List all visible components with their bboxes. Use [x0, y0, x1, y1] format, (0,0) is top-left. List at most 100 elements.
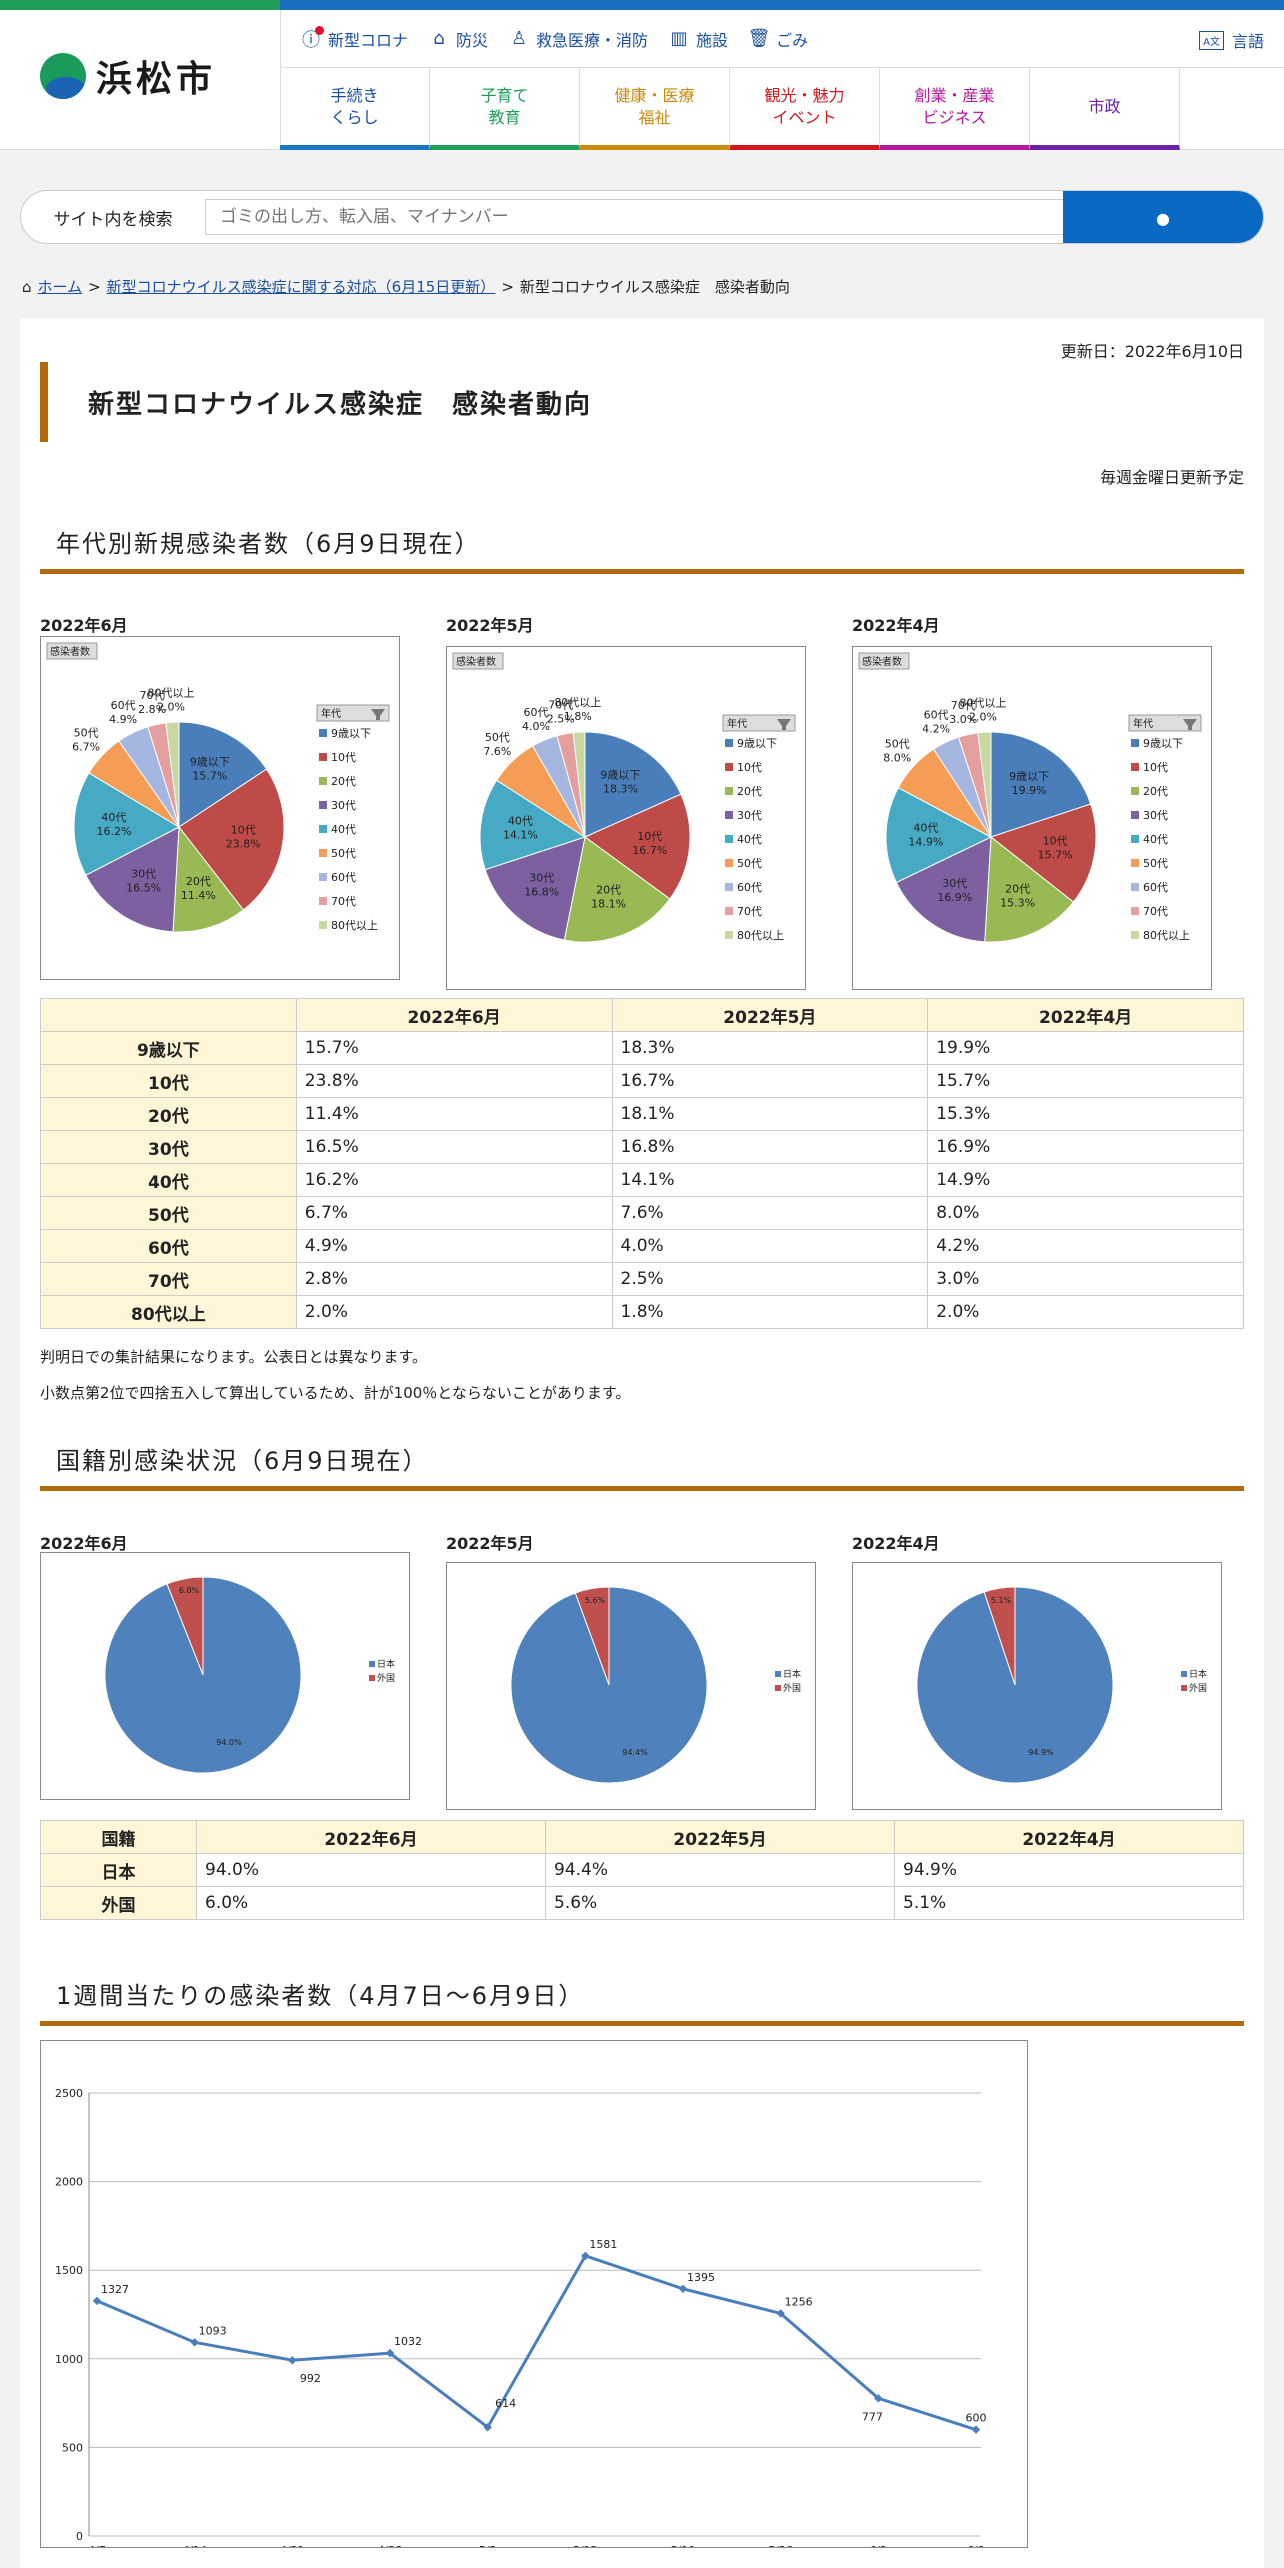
slice-label: 40代: [508, 815, 533, 828]
table-row: 70代 2.8% 2.5% 3.0%: [40, 1262, 1244, 1296]
search-label: サイト内を検索: [53, 209, 173, 230]
section-age-heading: 年代別新規感染者数（6月9日現在）: [40, 518, 1244, 574]
nat-apr-label: 2022年4月: [852, 1534, 940, 1553]
slice-value: 15.7%: [192, 770, 227, 783]
slice-label: 60代: [924, 708, 949, 721]
nat-jun-label: 2022年6月: [40, 1534, 128, 1553]
filter-icon: [371, 709, 385, 720]
pie-slice: [165, 721, 180, 828]
slice-label: 9歳以下: [190, 756, 230, 769]
legend-swatch: [319, 777, 327, 785]
data-point: [971, 2425, 981, 2434]
pie-slice: [895, 836, 992, 943]
util-disaster[interactable]: ⌂ 防災: [428, 27, 488, 51]
legend-entry: 30代: [737, 809, 762, 822]
legend-swatch: [319, 873, 327, 881]
slice-label: 10代: [231, 824, 256, 837]
table-cell: 94.0%: [196, 1853, 546, 1887]
util-covid[interactable]: ⓘ 新型コロナ: [300, 25, 408, 51]
legend-entry: 60代: [331, 871, 356, 884]
table-row: 10代 23.8% 16.7% 15.7%: [40, 1064, 1244, 1098]
table-cell: 外国: [40, 1886, 197, 1920]
legend-swatch: [725, 835, 733, 843]
update-note: 毎週金曜日更新予定: [1099, 468, 1244, 487]
legend-entry: 30代: [1143, 809, 1168, 822]
table-cell: 2.0%: [295, 1295, 613, 1329]
nav-label: 市政: [1088, 96, 1121, 116]
data-point: [190, 2338, 199, 2347]
data-label: 1093: [199, 2324, 227, 2337]
legend-swatch: [319, 825, 327, 833]
util-facility[interactable]: ▥ 施設: [668, 27, 729, 51]
table-row: 外国 6.0% 5.6% 5.1%: [40, 1886, 1244, 1920]
pie-slice: [584, 793, 691, 900]
table-cell: 16.7%: [611, 1064, 929, 1098]
legend-entry: 50代: [737, 857, 762, 870]
search-input[interactable]: [205, 199, 1065, 235]
legend-entry: 70代: [1143, 905, 1168, 918]
pie-slice: [104, 1576, 302, 1774]
legend-entry: 20代: [331, 775, 356, 788]
legend-entry: 10代: [1143, 761, 1168, 774]
pie-slice: [984, 836, 1075, 943]
slice-label: 40代: [101, 811, 126, 824]
pie-slice: [916, 1586, 1114, 1784]
translate-icon: A文: [1199, 30, 1224, 50]
legend-swatch: [1181, 1671, 1187, 1677]
nav-item-5[interactable]: 市政: [1030, 68, 1180, 150]
language-button[interactable]: A文 言語: [1199, 28, 1264, 52]
nav-item-4[interactable]: 創業・産業 ビジネス: [880, 68, 1030, 150]
y-tick-label: 0: [76, 2530, 83, 2543]
slice-value: 4.2%: [922, 722, 950, 735]
slice-value: 6.7%: [72, 740, 100, 753]
slice-value: 14.9%: [908, 836, 943, 849]
legend-swatch: [775, 1685, 781, 1691]
breadcrumb-parent[interactable]: 新型コロナウイルス感染症に関する対応（6月15日更新）: [106, 278, 496, 296]
nav-item-2[interactable]: 健康・医療 福祉: [580, 68, 730, 150]
table-header-cell: 2022年5月: [611, 998, 929, 1032]
slice-value: 94.4%: [622, 1748, 648, 1757]
slice-value: 16.8%: [524, 886, 559, 899]
table-cell: 30代: [40, 1130, 297, 1164]
nav-item-1[interactable]: 子育て 教育: [430, 68, 580, 150]
legend-swatch: [319, 753, 327, 761]
slice-value: 94.9%: [1028, 1748, 1054, 1757]
pie-slice: [510, 1586, 708, 1784]
table-cell: 60代: [40, 1229, 297, 1263]
slice-value: 11.4%: [181, 889, 216, 902]
x-tick-label: 4/14: [182, 2544, 207, 2548]
table-cell: 23.8%: [295, 1064, 613, 1098]
legend-entry: 40代: [1143, 833, 1168, 846]
y-tick-label: 500: [62, 2441, 83, 2454]
slice-value: 7.6%: [483, 745, 511, 758]
slice-label: 30代: [131, 868, 156, 881]
legend-swatch: [1131, 787, 1139, 795]
util-garbage[interactable]: 🗑 ごみ: [747, 28, 809, 50]
legend-entry: 70代: [737, 905, 762, 918]
table-header-cell: 2022年4月: [927, 998, 1244, 1032]
table-cell: 4.9%: [295, 1229, 613, 1263]
util-emergency[interactable]: ♙ 救急医療・消防: [508, 27, 648, 51]
table-cell: 15.3%: [927, 1097, 1244, 1131]
data-label: 1032: [394, 2335, 422, 2348]
chart-tag-text: 感染者数: [862, 655, 902, 668]
legend-title: 年代: [727, 717, 747, 730]
slice-value: 16.5%: [126, 882, 161, 895]
breadcrumb-home[interactable]: ホーム: [37, 278, 83, 296]
age-jun-label: 2022年6月: [40, 616, 128, 635]
nav-item-0[interactable]: 手続き くらし: [280, 68, 430, 150]
legend-entry: 9歳以下: [331, 727, 371, 740]
table-header-cell: 2022年5月: [545, 1820, 895, 1854]
pie-slice: [172, 825, 245, 933]
series-line: [96, 2254, 977, 2432]
pie-slice: [584, 731, 682, 838]
search-button[interactable]: ●: [1063, 191, 1263, 243]
pie-slice: [989, 803, 1097, 903]
nav-item-3[interactable]: 観光・魅力 イベント: [730, 68, 880, 150]
legend-entry: 9歳以下: [1143, 737, 1183, 750]
data-label: 1581: [589, 2238, 617, 2251]
site-logo[interactable]: 浜松市: [40, 50, 216, 102]
slice-label: 80代以上: [554, 696, 601, 709]
